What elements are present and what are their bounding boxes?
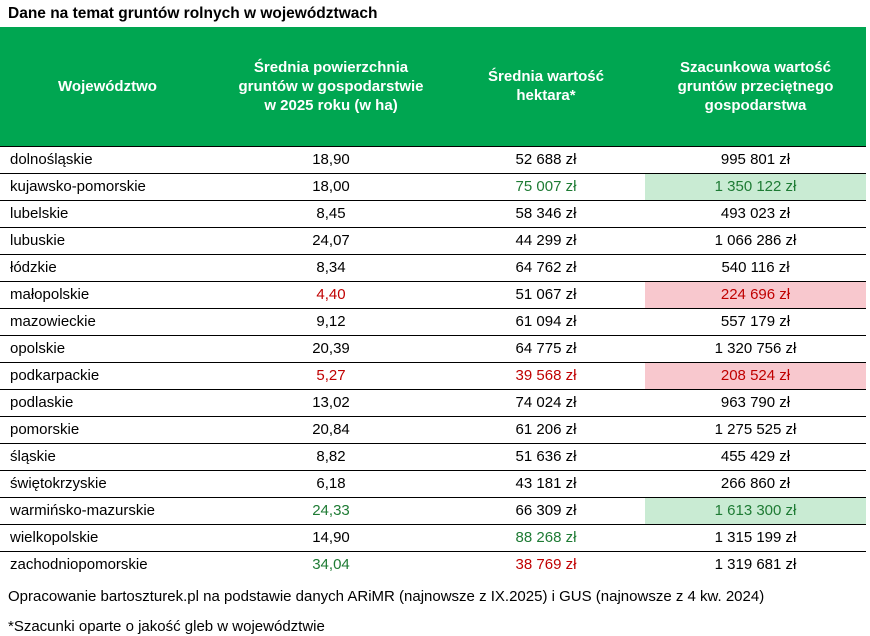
cell-ha-value: 74 024 zł bbox=[447, 388, 645, 416]
table-header: Województwo Średnia powierzchnia gruntów… bbox=[0, 27, 866, 146]
cell-farm-value: 208 524 zł bbox=[645, 361, 866, 389]
col-header-ha-value: Średnia wartość hektara* bbox=[447, 27, 645, 146]
cell-farm-value: 995 801 zł bbox=[645, 145, 866, 173]
cell-avg-area: 18,90 bbox=[215, 145, 447, 173]
cell-voivodeship: łódzkie bbox=[0, 253, 215, 281]
cell-farm-value: 266 860 zł bbox=[645, 469, 866, 497]
cell-avg-area: 6,18 bbox=[215, 469, 447, 497]
cell-avg-area: 24,07 bbox=[215, 226, 447, 254]
cell-voivodeship: śląskie bbox=[0, 442, 215, 470]
page-title: Dane na temat gruntów rolnych w wojewódz… bbox=[8, 5, 378, 22]
table-row: pomorskie 20,84 61 206 zł 1 275 525 zł bbox=[0, 415, 866, 443]
cell-farm-value: 1 613 300 zł bbox=[645, 496, 866, 524]
cell-avg-area: 13,02 bbox=[215, 388, 447, 416]
cell-voivodeship: kujawsko-pomorskie bbox=[0, 172, 215, 200]
col-header-farm-value: Szacunkowa wartość gruntów przeciętnego … bbox=[645, 27, 866, 146]
col-header-voivodeship: Województwo bbox=[0, 27, 215, 146]
col-header-avg-area-label: Średnia powierzchnia gruntów w gospodars… bbox=[238, 58, 424, 114]
cell-farm-value: 224 696 zł bbox=[645, 280, 866, 308]
cell-avg-area: 4,40 bbox=[215, 280, 447, 308]
cell-ha-value: 66 309 zł bbox=[447, 496, 645, 524]
cell-ha-value: 61 094 zł bbox=[447, 307, 645, 335]
table-row: dolnośląskie 18,90 52 688 zł 995 801 zł bbox=[0, 145, 866, 173]
cell-ha-value: 51 636 zł bbox=[447, 442, 645, 470]
table-row: zachodniopomorskie 34,04 38 769 zł 1 319 68… bbox=[0, 550, 866, 578]
cell-voivodeship: podlaskie bbox=[0, 388, 215, 416]
cell-voivodeship: opolskie bbox=[0, 334, 215, 362]
cell-voivodeship: dolnośląskie bbox=[0, 145, 215, 173]
cell-avg-area: 8,45 bbox=[215, 199, 447, 227]
table-row: podlaskie 13,02 74 024 zł 963 790 zł bbox=[0, 388, 866, 416]
cell-farm-value: 1 350 122 zł bbox=[645, 172, 866, 200]
source-note: Opracowanie bartoszturek.pl na podstawie… bbox=[8, 588, 765, 605]
cell-voivodeship: świętokrzyskie bbox=[0, 469, 215, 497]
cell-farm-value: 455 429 zł bbox=[645, 442, 866, 470]
col-header-ha-value-label: Średnia wartość hektara* bbox=[488, 68, 604, 105]
cell-ha-value: 64 762 zł bbox=[447, 253, 645, 281]
cell-voivodeship: pomorskie bbox=[0, 415, 215, 443]
cell-avg-area: 20,84 bbox=[215, 415, 447, 443]
cell-avg-area: 18,00 bbox=[215, 172, 447, 200]
cell-voivodeship: mazowieckie bbox=[0, 307, 215, 335]
cell-ha-value: 61 206 zł bbox=[447, 415, 645, 443]
table-row: opolskie 20,39 64 775 zł 1 320 756 zł bbox=[0, 334, 866, 362]
table-body: dolnośląskie 18,90 52 688 zł 995 801 zł kuja… bbox=[0, 145, 866, 578]
table-row: lubuskie 24,07 44 299 zł 1 066 286 zł bbox=[0, 226, 866, 254]
cell-avg-area: 5,27 bbox=[215, 361, 447, 389]
cell-ha-value: 44 299 zł bbox=[447, 226, 645, 254]
asterisk-note: *Szacunki oparte o jakość gleb w wojewód… bbox=[8, 618, 325, 635]
cell-farm-value: 1 319 681 zł bbox=[645, 550, 866, 578]
cell-farm-value: 1 315 199 zł bbox=[645, 523, 866, 551]
cell-avg-area: 14,90 bbox=[215, 523, 447, 551]
cell-voivodeship: wielkopolskie bbox=[0, 523, 215, 551]
cell-farm-value: 963 790 zł bbox=[645, 388, 866, 416]
cell-voivodeship: warmińsko-mazurskie bbox=[0, 496, 215, 524]
cell-avg-area: 8,34 bbox=[215, 253, 447, 281]
cell-farm-value: 493 023 zł bbox=[645, 199, 866, 227]
cell-ha-value: 75 007 zł bbox=[447, 172, 645, 200]
cell-voivodeship: lubelskie bbox=[0, 199, 215, 227]
col-header-avg-area: Średnia powierzchnia gruntów w gospodars… bbox=[215, 27, 447, 146]
table-row: kujawsko-pomorskie 18,00 75 007 zł 1 350 12… bbox=[0, 172, 866, 200]
cell-avg-area: 24,33 bbox=[215, 496, 447, 524]
cell-farm-value: 1 320 756 zł bbox=[645, 334, 866, 362]
col-header-farm-value-label: Szacunkowa wartość gruntów przeciętnego … bbox=[677, 58, 834, 114]
data-table: Województwo Średnia powierzchnia gruntów… bbox=[0, 27, 866, 578]
cell-ha-value: 51 067 zł bbox=[447, 280, 645, 308]
cell-voivodeship: małopolskie bbox=[0, 280, 215, 308]
table-row: mazowieckie 9,12 61 094 zł 557 179 zł bbox=[0, 307, 866, 335]
cell-ha-value: 58 346 zł bbox=[447, 199, 645, 227]
cell-farm-value: 1 275 525 zł bbox=[645, 415, 866, 443]
cell-ha-value: 52 688 zł bbox=[447, 145, 645, 173]
cell-ha-value: 64 775 zł bbox=[447, 334, 645, 362]
table-row: łódzkie 8,34 64 762 zł 540 116 zł bbox=[0, 253, 866, 281]
table-row: małopolskie 4,40 51 067 zł 224 696 zł bbox=[0, 280, 866, 308]
cell-avg-area: 20,39 bbox=[215, 334, 447, 362]
cell-voivodeship: zachodniopomorskie bbox=[0, 550, 215, 578]
table-row: podkarpackie 5,27 39 568 zł 208 524 zł bbox=[0, 361, 866, 389]
cell-ha-value: 88 268 zł bbox=[447, 523, 645, 551]
cell-avg-area: 8,82 bbox=[215, 442, 447, 470]
cell-voivodeship: lubuskie bbox=[0, 226, 215, 254]
cell-avg-area: 34,04 bbox=[215, 550, 447, 578]
table-row: warmińsko-mazurskie 24,33 66 309 zł 1 613 3… bbox=[0, 496, 866, 524]
cell-avg-area: 9,12 bbox=[215, 307, 447, 335]
table-row: lubelskie 8,45 58 346 zł 493 023 zł bbox=[0, 199, 866, 227]
cell-ha-value: 39 568 zł bbox=[447, 361, 645, 389]
cell-farm-value: 540 116 zł bbox=[645, 253, 866, 281]
cell-farm-value: 1 066 286 zł bbox=[645, 226, 866, 254]
table-row: świętokrzyskie 6,18 43 181 zł 266 860 zł bbox=[0, 469, 866, 497]
cell-ha-value: 38 769 zł bbox=[447, 550, 645, 578]
cell-voivodeship: podkarpackie bbox=[0, 361, 215, 389]
header-row: Województwo Średnia powierzchnia gruntów… bbox=[0, 27, 866, 146]
table-row: śląskie 8,82 51 636 zł 455 429 zł bbox=[0, 442, 866, 470]
col-header-voivodeship-label: Województwo bbox=[58, 77, 157, 95]
table-row: wielkopolskie 14,90 88 268 zł 1 315 199 zł bbox=[0, 523, 866, 551]
cell-ha-value: 43 181 zł bbox=[447, 469, 645, 497]
cell-farm-value: 557 179 zł bbox=[645, 307, 866, 335]
